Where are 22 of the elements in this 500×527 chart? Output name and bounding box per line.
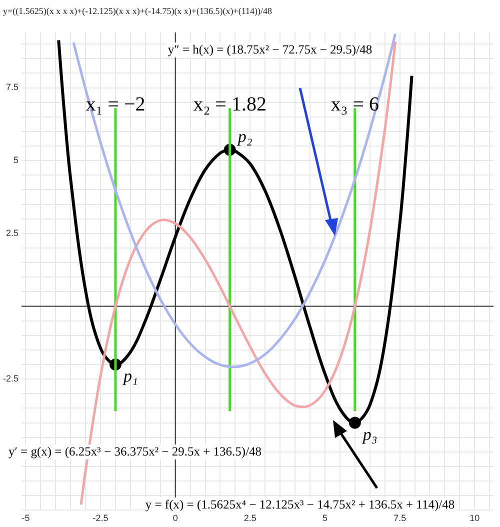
annotation: y = f(x) = (1.5625x⁴ − 12.125x³ − 14.75x² + 136.5x + 114)/48: [143, 498, 457, 512]
annotation: x₂ = 1.82: [193, 93, 266, 116]
y-tick-label: 2.5: [6, 228, 19, 238]
y-tick-label: -2.5: [2, 374, 19, 384]
annotation: y″ = h(x) = (18.75x² − 72.75x − 29.5)/48: [166, 42, 374, 58]
annotation: p₂: [236, 126, 252, 146]
annotation: x₃ = 6: [330, 93, 380, 116]
x-tick-label: -2.5: [92, 513, 108, 524]
x-tick-label: 2.5: [244, 513, 256, 524]
x-tick-label: 0: [172, 513, 178, 524]
chart-title: y=((1.5625)(x x x x)+(-12.125)(x x x)+(-14.75)(x x)+(136.5)(x)+(114))/48: [3, 6, 272, 16]
annotation: x₁ = −2: [86, 93, 146, 116]
x-tick-label: -5: [22, 513, 30, 524]
annotation: y′ = g(x) = (6.25x³ − 36.375x² − 29.5x + 136.5)/48: [6, 444, 264, 460]
annotation: p₃: [362, 424, 378, 444]
y-tick-label: 5: [13, 155, 19, 166]
annotation: p₁: [122, 366, 138, 386]
y-tick-label: 7.5: [6, 82, 19, 92]
x-tick-label: 7.5: [394, 513, 406, 524]
x-tick-label: 10: [470, 513, 480, 524]
line-series: [72, 32, 397, 368]
x-tick-label: 5: [322, 513, 328, 524]
